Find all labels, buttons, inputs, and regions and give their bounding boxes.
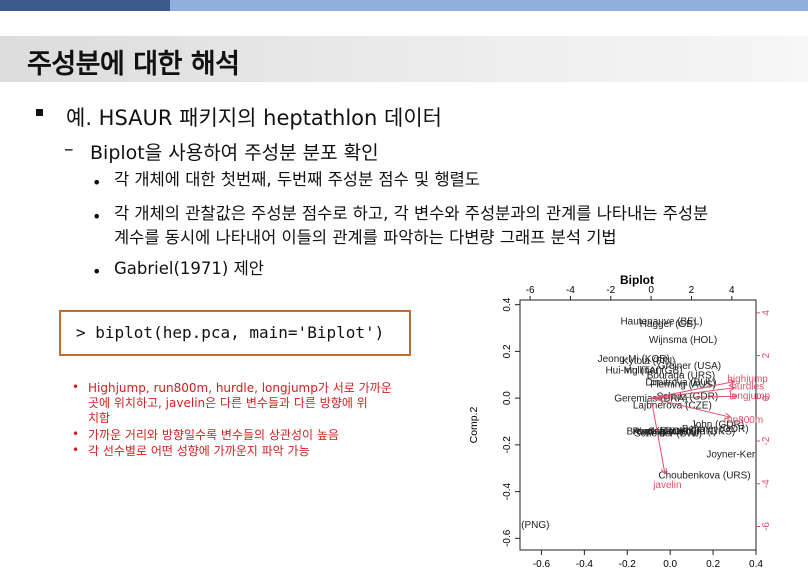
y-axis-label: Comp.2 bbox=[468, 406, 480, 443]
variable-label: hurdles bbox=[731, 381, 764, 392]
variable-arrow bbox=[650, 397, 730, 417]
bottom-tick-label: -0.2 bbox=[619, 559, 637, 570]
variable-arrow bbox=[651, 382, 734, 399]
bottom-tick-label: 0.4 bbox=[749, 559, 763, 570]
variable-label: longjump bbox=[730, 391, 771, 402]
athlete-label: Hagger (GB) bbox=[640, 319, 697, 330]
athlete-label: Kytola (FIN) bbox=[622, 356, 675, 367]
top-accent-bar-dark bbox=[0, 0, 170, 11]
note-bullet-1: • bbox=[72, 380, 80, 394]
slide-title: 주성분에 대한 해석 bbox=[27, 49, 240, 80]
right-tick-label: -6 bbox=[761, 522, 772, 531]
left-tick-label: 0.4 bbox=[502, 297, 513, 311]
top-accent-bar-light bbox=[170, 0, 808, 11]
variable-arrow bbox=[650, 398, 665, 473]
level3-item-2-cont: 계수를 동시에 나타내어 이들의 관계를 파악하는 다변량 그래프 분석 기법 bbox=[114, 228, 617, 247]
plot-frame bbox=[519, 299, 757, 551]
note-2: 가까운 거리와 방향일수록 변수들의 상관성이 높음 bbox=[88, 428, 339, 442]
title-band bbox=[0, 36, 808, 82]
level3-item-3: Gabriel(1971) 제안 bbox=[114, 259, 264, 278]
athlete-label: Hui-Ing (TAI) bbox=[605, 366, 662, 377]
athlete-label: Joyner-Kersee (USA) bbox=[706, 450, 801, 461]
top-tick-label: -6 bbox=[526, 285, 535, 296]
right-tick-label: 2 bbox=[761, 352, 772, 358]
athlete-label: Schulz (GDR) bbox=[657, 391, 719, 402]
level3-item-2: 각 개체의 관찰값은 주성분 점수로 하고, 각 변수와 주성분과의 관계를 나… bbox=[114, 204, 709, 223]
athlete-label: Hautenauve (BEL) bbox=[620, 317, 702, 328]
athlete-label: Launa (PNG) bbox=[491, 520, 550, 531]
athlete-label: Ruotsalainen (FIN) bbox=[633, 426, 717, 437]
athlete-label: Jeong-Mi (KOR) bbox=[598, 354, 670, 365]
bottom-tick-label: -0.4 bbox=[576, 559, 594, 570]
biplot-chart: Biplot Comp.2 -0.6 -0.4 -0.2 0.0 0.2 0.4 -0.6 -… bbox=[460, 268, 808, 578]
chart-title: Biplot bbox=[620, 273, 654, 287]
note-1: Highjump, run800m, hurdle, longjump가 서로 … bbox=[88, 381, 392, 395]
left-tick-label: 0.2 bbox=[502, 344, 513, 358]
note-3: 각 선수별로 어떤 성향에 가까운지 파악 가능 bbox=[88, 444, 310, 458]
variable-arrow bbox=[651, 396, 736, 398]
biplot-svg: Biplot Comp.2 -0.6 -0.4 -0.2 0.0 0.2 0.4 -0.6 -… bbox=[468, 273, 801, 570]
variable-label: javelin bbox=[652, 480, 681, 491]
athlete-label: Dimitrova (BUL) bbox=[645, 377, 716, 388]
note-bullet-2: • bbox=[72, 427, 80, 441]
athlete-label: Yuping (CHN) bbox=[635, 426, 697, 437]
note-bullet-3: • bbox=[72, 443, 80, 457]
level3-bullet-2: • bbox=[92, 207, 102, 226]
variable-arrow bbox=[651, 388, 734, 399]
athlete-label: Fleming (AUS) bbox=[650, 380, 716, 391]
athlete-label: Lajbnerova (CZE) bbox=[633, 401, 712, 412]
right-tick-label: 4 bbox=[761, 310, 772, 316]
left-tick-label: 0.0 bbox=[502, 391, 513, 405]
athlete-label: Scheider (SWI) bbox=[634, 429, 702, 440]
top-tick-label: 0 bbox=[648, 285, 654, 296]
athlete-label: John (GDR) bbox=[691, 419, 744, 430]
bottom-tick-label: -0.6 bbox=[533, 559, 551, 570]
level3-bullet-3: • bbox=[92, 262, 102, 281]
level1-bullet bbox=[36, 109, 43, 116]
athlete-label: Sablovskaite (URS) bbox=[648, 426, 735, 437]
note-1-cont: 곳에 위치하고, javelin은 다른 변수들과 다른 방향에 위 bbox=[88, 396, 368, 410]
code-line: > biplot(hep.pca, main='Biplot') bbox=[76, 323, 385, 342]
level2-dash: – bbox=[64, 138, 74, 160]
athlete-label: Braun (FRG) bbox=[627, 426, 684, 437]
top-tick-label: 2 bbox=[689, 285, 695, 296]
athlete-label: Behmer (GDR) bbox=[682, 424, 749, 435]
bottom-tick-label: 0.2 bbox=[706, 559, 720, 570]
left-tick-label: -0.6 bbox=[502, 529, 513, 547]
athlete-label: Mulliner (GB) bbox=[624, 366, 683, 377]
top-tick-label: -2 bbox=[606, 285, 615, 296]
note-1-cont2: 치함 bbox=[88, 411, 111, 425]
left-tick-label: -0.2 bbox=[502, 436, 513, 454]
level1-heading: 예. HSAUR 패키지의 heptathlon 데이터 bbox=[66, 106, 442, 130]
athlete-label: Wijnsma (HOL) bbox=[649, 335, 717, 346]
right-tick-label: -2 bbox=[761, 436, 772, 445]
left-tick-label: -0.4 bbox=[502, 483, 513, 501]
variable-label: run800m bbox=[724, 415, 763, 426]
athlete-label: Greiner (USA) bbox=[658, 361, 721, 372]
level3-bullet-1: • bbox=[92, 173, 102, 192]
level2-item: Biplot을 사용하여 주성분 분포 확인 bbox=[90, 142, 379, 164]
bottom-tick-label: 0.0 bbox=[663, 559, 677, 570]
variable-label: highjump bbox=[727, 374, 768, 385]
top-tick-label: 4 bbox=[729, 285, 735, 296]
athlete-label: Bouraga (URS) bbox=[647, 370, 715, 381]
right-tick-label: -4 bbox=[761, 479, 772, 488]
athlete-label: Choubenkova (URS) bbox=[658, 471, 750, 482]
level3-item-1: 각 개체에 대한 첫번째, 두번째 주성분 점수 및 행렬도 bbox=[114, 170, 480, 189]
code-box: > biplot(hep.pca, main='Biplot') bbox=[59, 310, 411, 356]
top-tick-label: -4 bbox=[566, 285, 575, 296]
right-tick-label: 0 bbox=[761, 395, 772, 401]
